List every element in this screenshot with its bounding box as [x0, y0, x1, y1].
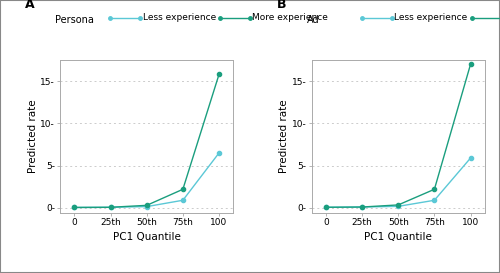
- X-axis label: PC1 Quantile: PC1 Quantile: [113, 232, 180, 242]
- Text: Less experience: Less experience: [394, 13, 468, 22]
- Text: A: A: [25, 0, 34, 11]
- X-axis label: PC1 Quantile: PC1 Quantile: [364, 232, 432, 242]
- Text: Ad: Ad: [306, 14, 319, 25]
- Text: Persona: Persona: [55, 14, 94, 25]
- Text: More experience: More experience: [252, 13, 328, 22]
- Y-axis label: Predicted rate: Predicted rate: [28, 100, 38, 173]
- Text: B: B: [276, 0, 286, 11]
- Text: Less experience: Less experience: [142, 13, 216, 22]
- Y-axis label: Predicted rate: Predicted rate: [279, 100, 289, 173]
